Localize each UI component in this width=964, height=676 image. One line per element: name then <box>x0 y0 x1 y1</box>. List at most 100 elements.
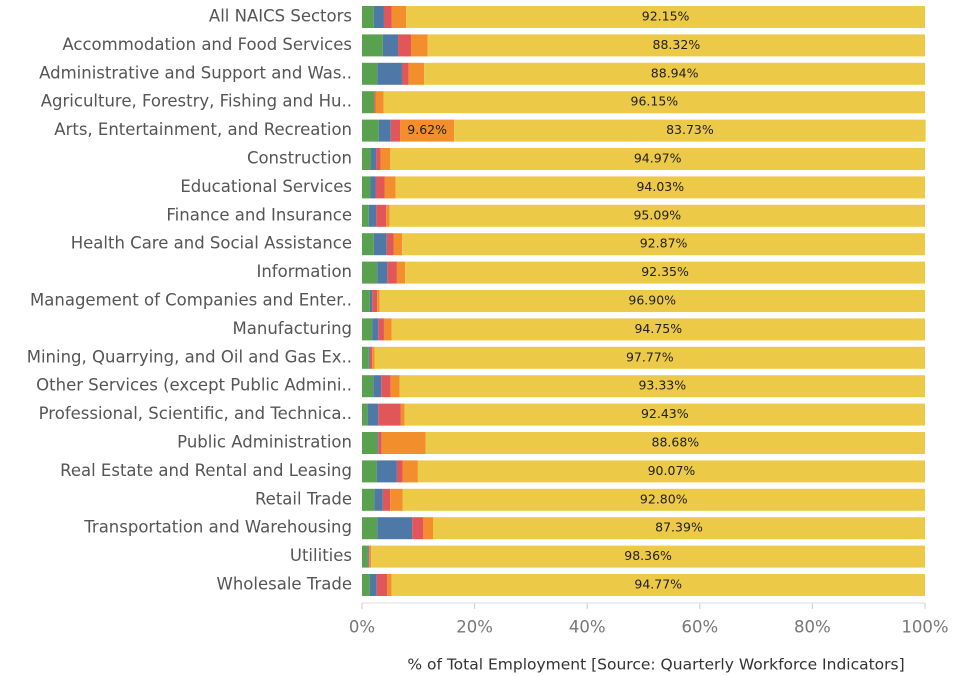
bar-segment <box>362 517 378 540</box>
bar-segment <box>390 119 401 142</box>
category-label: All NAICS Sectors <box>209 7 352 26</box>
bar-segment <box>362 488 375 511</box>
data-label: 90.07% <box>648 463 696 478</box>
bar-segment <box>398 34 411 57</box>
bar-segment <box>396 261 406 284</box>
bar-segment <box>412 517 424 540</box>
bar-segment <box>408 62 425 85</box>
bar-segment <box>401 62 409 85</box>
data-label: 96.90% <box>628 293 676 308</box>
category-label: Management of Companies and Enter.. <box>30 291 352 310</box>
category-label: Wholesale Trade <box>217 575 352 594</box>
bar-segment <box>382 488 391 511</box>
data-label: 98.36% <box>624 548 672 563</box>
bar-segment <box>362 62 378 85</box>
bar-segment <box>374 346 925 369</box>
bar-segment <box>362 375 374 398</box>
bar-segment <box>362 204 369 227</box>
bar-segment <box>372 346 375 369</box>
data-label: 96.15% <box>631 94 679 109</box>
bar-segment <box>369 574 377 596</box>
data-label: 94.75% <box>634 321 682 336</box>
bar-segment <box>362 176 371 199</box>
bar-segment <box>373 375 382 398</box>
bar-segment <box>454 119 926 142</box>
bar-segment <box>378 318 384 341</box>
x-tick-label: 100% <box>901 618 948 637</box>
bar-segment <box>406 6 925 28</box>
bar-segment <box>383 6 392 28</box>
x-tick-label: 60% <box>681 618 718 637</box>
bar-segment <box>362 6 374 28</box>
bar-segment <box>377 290 380 312</box>
bar-segment <box>382 34 399 57</box>
category-label: Retail Trade <box>255 489 352 508</box>
bar-segment <box>374 91 376 114</box>
data-label: 9.62% <box>407 122 447 137</box>
data-label: 94.77% <box>634 577 682 592</box>
bar-segment <box>405 261 926 284</box>
bar-segment <box>417 460 925 483</box>
bar-segment <box>391 574 925 596</box>
bar-segment <box>390 375 400 398</box>
bar-segment <box>381 432 426 454</box>
category-label: Finance and Insurance <box>166 205 352 224</box>
data-label: 92.15% <box>642 9 690 24</box>
bar-segment <box>362 148 372 170</box>
bar-segment <box>427 34 925 57</box>
bar-segment <box>402 460 418 483</box>
bar-segment <box>371 545 926 568</box>
bar-segment <box>410 34 428 57</box>
bar-segment <box>377 432 379 454</box>
bar-segment <box>362 233 374 256</box>
category-label: Information <box>256 262 352 281</box>
x-tick-label: 20% <box>456 618 493 637</box>
bar-segment <box>386 233 394 256</box>
data-label: 92.43% <box>641 406 689 421</box>
bar-segment <box>362 261 378 284</box>
bar-segment <box>362 346 369 369</box>
bar-segment <box>362 34 383 57</box>
bar-segment <box>370 176 376 199</box>
data-label: 88.68% <box>652 435 700 450</box>
bar-segment <box>399 375 925 398</box>
bar-segment <box>376 574 388 596</box>
data-label: 88.32% <box>653 37 701 52</box>
bar-segment <box>389 204 925 227</box>
bar-segment <box>391 6 407 28</box>
bar-segment <box>369 346 373 369</box>
bar-segment <box>432 517 925 540</box>
bar-segment <box>374 488 383 511</box>
bar-segment <box>376 460 397 483</box>
bar-segment <box>378 403 401 426</box>
bar-segment <box>369 290 373 312</box>
data-label: 97.77% <box>626 349 674 364</box>
bar-segment <box>387 574 392 596</box>
bar-segment <box>395 176 926 199</box>
x-axis-title: % of Total Employment [Source: Quarterly… <box>407 656 904 674</box>
bar-segment <box>402 488 925 511</box>
bar-segment <box>371 148 377 170</box>
bar-segment <box>362 545 368 568</box>
category-label: Administrative and Support and Was.. <box>39 63 352 82</box>
category-label: Health Care and Social Assistance <box>71 234 352 253</box>
bar-segment <box>380 148 391 170</box>
bar-segment <box>367 403 379 426</box>
bar-segment <box>368 346 370 369</box>
bar-segment <box>362 91 375 114</box>
bar-segment <box>362 318 373 341</box>
bar-segment <box>391 318 925 341</box>
bar-segment <box>387 261 397 284</box>
bar-segment <box>362 290 370 312</box>
bar-segment <box>396 460 403 483</box>
data-label: 92.35% <box>641 264 689 279</box>
category-label: Public Administration <box>177 433 352 452</box>
category-label: Utilities <box>290 546 352 565</box>
bar-segment <box>423 517 433 540</box>
bar-segment <box>383 91 925 114</box>
bar-segment <box>369 545 372 568</box>
bar-segment <box>390 148 925 170</box>
bar-segment <box>390 488 403 511</box>
bar-segment <box>375 176 385 199</box>
